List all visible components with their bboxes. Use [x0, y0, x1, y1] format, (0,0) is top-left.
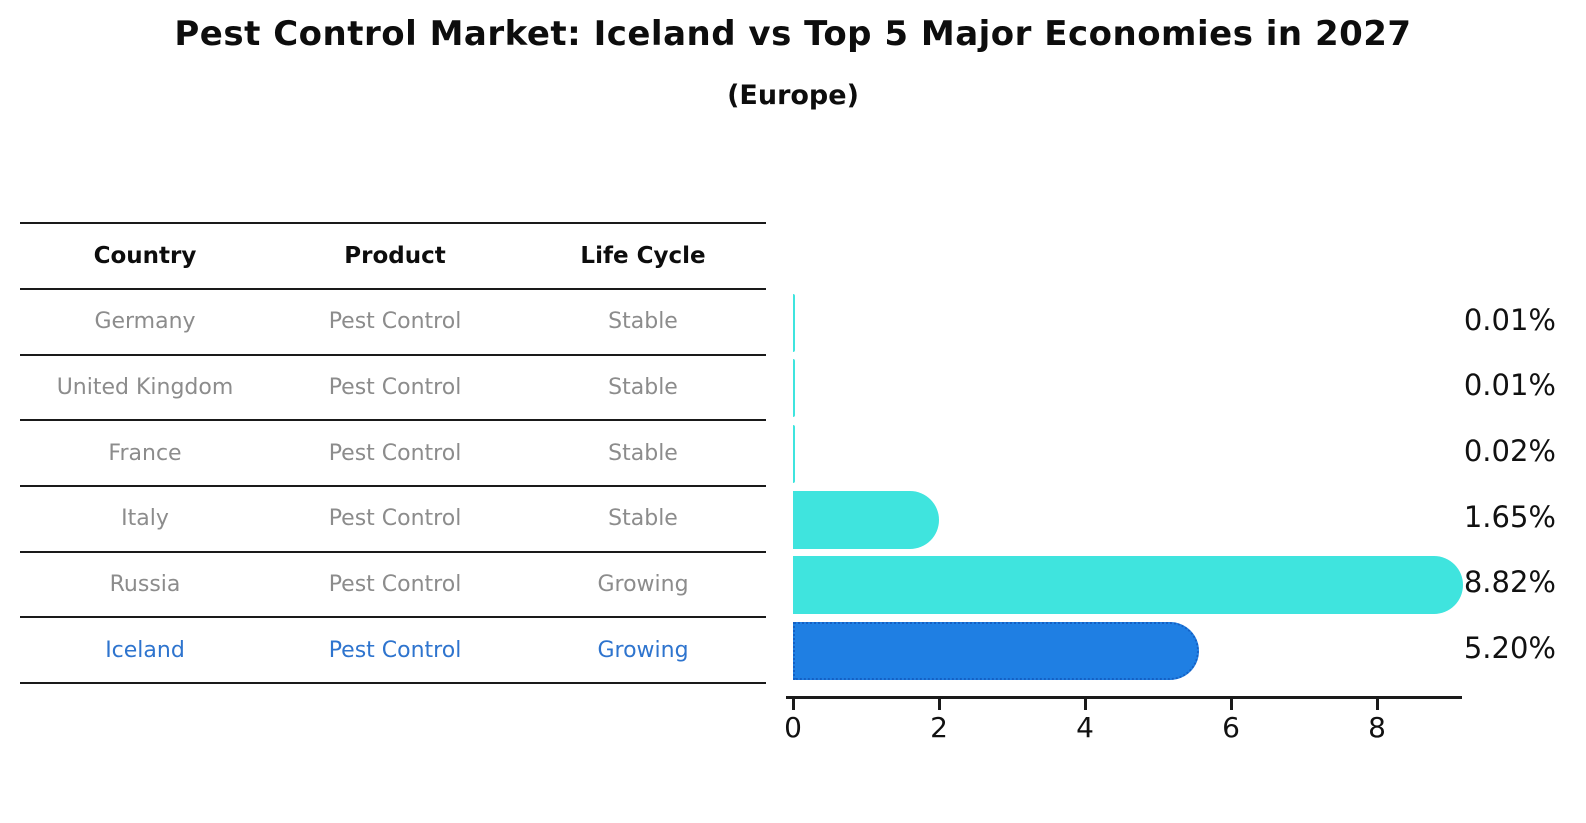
cell-life-cycle: Growing: [597, 571, 689, 597]
x-tick-0: [791, 699, 795, 710]
table-row-iceland: Iceland Pest Control Growing: [20, 618, 766, 684]
table-row-italy: Italy Pest Control Stable: [20, 487, 766, 553]
column-header-life-cycle: Life Cycle: [580, 243, 706, 269]
cell-country: Italy: [121, 506, 169, 532]
cell-product: Pest Control: [328, 440, 462, 466]
cell-product: Pest Control: [328, 374, 462, 400]
x-tick-8: [1375, 699, 1379, 710]
chart-title: Pest Control Market: Iceland vs Top 5 Ma…: [174, 14, 1412, 54]
cell-country: United Kingdom: [56, 374, 234, 400]
bar-france: [793, 425, 795, 484]
x-tick-label-4: 4: [1076, 711, 1094, 744]
cell-country: France: [108, 440, 182, 466]
cell-life-cycle: Stable: [608, 374, 678, 400]
x-tick-label-6: 6: [1222, 711, 1240, 744]
chart-subtitle: (Europe): [727, 80, 859, 111]
x-tick-4: [1083, 699, 1087, 710]
x-axis-line: [786, 696, 1462, 699]
table-body: Germany Pest Control Stable United Kingdom P…: [20, 290, 766, 684]
table-row-united-kingdom: United Kingdom Pest Control Stable: [20, 356, 766, 422]
value-label-germany: 0.01%: [1463, 302, 1556, 337]
x-tick-label-2: 2: [930, 711, 948, 744]
cell-life-cycle: Growing: [597, 637, 689, 663]
cell-country: Russia: [109, 571, 181, 597]
cell-product: Pest Control: [328, 506, 462, 532]
value-label-united-kingdom: 0.01%: [1463, 368, 1556, 403]
x-tick-6: [1229, 699, 1233, 710]
cell-life-cycle: Stable: [608, 309, 678, 335]
bar-germany: [793, 293, 795, 352]
value-label-iceland: 5.20%: [1463, 631, 1556, 666]
bar-italy: [793, 490, 939, 549]
cell-country: Germany: [94, 309, 196, 335]
cell-product: Pest Control: [328, 571, 462, 597]
bar-iceland: [793, 622, 1199, 681]
value-label-russia: 8.82%: [1463, 565, 1556, 600]
x-tick-2: [937, 699, 941, 710]
cell-product: Pest Control: [328, 309, 462, 335]
cell-life-cycle: Stable: [608, 440, 678, 466]
table-row-germany: Germany Pest Control Stable: [20, 290, 766, 356]
cell-life-cycle: Stable: [608, 506, 678, 532]
cell-country: Iceland: [105, 637, 185, 663]
value-label-italy: 1.65%: [1463, 499, 1556, 534]
x-tick-label-8: 8: [1368, 711, 1386, 744]
table-row-russia: Russia Pest Control Growing: [20, 553, 766, 619]
column-header-country: Country: [93, 243, 197, 269]
table-row-france: France Pest Control Stable: [20, 421, 766, 487]
country-table: Country Product Life Cycle Germany Pest C…: [20, 222, 766, 684]
x-tick-label-0: 0: [784, 711, 802, 744]
cell-product: Pest Control: [328, 637, 462, 663]
value-label-france: 0.02%: [1463, 434, 1556, 469]
bar-united-kingdom: [793, 359, 795, 418]
column-header-product: Product: [344, 243, 446, 269]
table-header-row: Country Product Life Cycle: [20, 224, 766, 290]
bar-russia: [793, 556, 1463, 615]
